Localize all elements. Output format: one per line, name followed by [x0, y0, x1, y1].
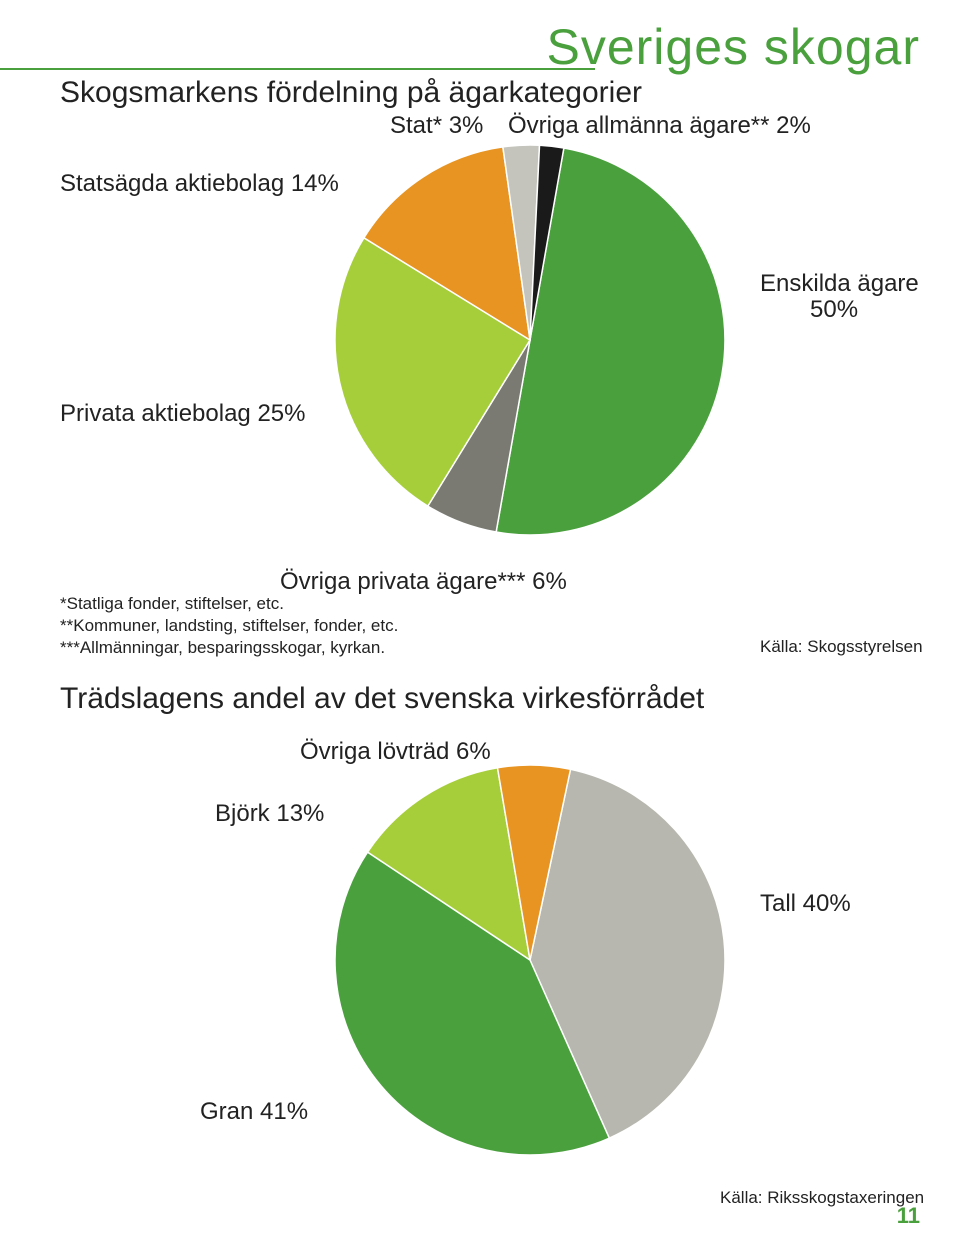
chart1-label-ovriga-allm: Övriga allmänna ägare** 2%: [508, 112, 811, 140]
chart2-label-tall: Tall 40%: [760, 890, 851, 918]
chart1-label-enskilda-line2: 50%: [810, 296, 858, 324]
chart1-footnote-2: **Kommuner, landsting, stiftelser, fonde…: [60, 615, 398, 638]
chart2-label-bjork: Björk 13%: [215, 800, 324, 828]
chart1-label-ovriga-priv: Övriga privata ägare*** 6%: [280, 568, 567, 596]
chart2-title: Trädslagens andel av det svenska virkesf…: [60, 682, 704, 716]
chart1-source: Källa: Skogsstyrelsen: [760, 637, 923, 657]
chart1-footnote-1: *Statliga fonder, stiftelser, etc.: [60, 593, 284, 616]
chart2-pie: [333, 763, 727, 1157]
title-underline: [0, 68, 595, 70]
chart2-label-ovriga-lov: Övriga lövträd 6%: [300, 738, 491, 766]
chart1-label-stat: Stat* 3%: [390, 112, 483, 140]
chart1-footnote-3: ***Allmänningar, besparingsskogar, kyrka…: [60, 637, 385, 660]
chart1-label-enskilda-line1: Enskilda ägare: [760, 270, 919, 298]
page-number: 11: [897, 1203, 920, 1229]
chart1-pie: [333, 143, 727, 537]
chart2-label-gran: Gran 41%: [200, 1098, 308, 1126]
chart1-title: Skogsmarkens fördelning på ägarkategorie…: [60, 76, 642, 110]
page-title: Sveriges skogar: [547, 18, 921, 76]
chart1-label-statsagda: Statsägda aktiebolag 14%: [60, 170, 339, 198]
chart2-source: Källa: Riksskogstaxeringen: [720, 1188, 924, 1208]
chart1-label-privata: Privata aktiebolag 25%: [60, 400, 305, 428]
